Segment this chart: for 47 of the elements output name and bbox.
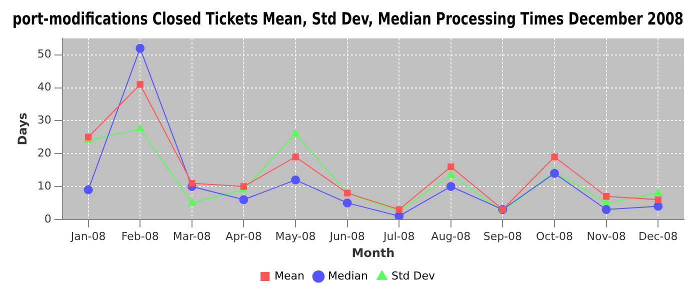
y-tick-label: 10 [37,179,52,192]
x-tick-label: Jun-08 [328,230,365,243]
legend-label: Median [328,269,368,282]
point [84,134,92,140]
x-tick-label: Feb-08 [121,230,159,243]
point [188,198,196,206]
y-axis-title: Days [15,112,30,146]
point [654,188,662,196]
point [136,44,145,53]
point [602,193,610,200]
x-tick-label: Nov-08 [586,230,626,243]
point [239,195,248,204]
chart-title: port-modifications Closed Tickets Mean, Std Dev, Median Processing Times December 2008 [12,8,684,30]
point [551,154,558,160]
x-tick-label: Oct-08 [536,230,573,243]
point [240,183,248,190]
point [446,182,456,191]
y-tick-label: 50 [37,48,52,61]
point [188,180,196,187]
point [654,196,662,203]
point [292,154,299,160]
legend-label: Std Dev [391,269,436,282]
y-tick-label: 0 [44,212,52,226]
point [446,170,455,178]
y-tick-label: 30 [37,114,52,127]
x-tick-label: Dec-08 [638,230,678,243]
x-tick-label: Aug-08 [431,230,471,243]
y-tick-label: 40 [37,80,52,94]
point [84,185,93,194]
x-tick-label: Apr-08 [226,230,262,243]
y-tick-label: 20 [37,146,52,160]
legend-label: Mean [274,269,304,282]
point [602,205,611,214]
point [136,124,144,132]
point [292,129,300,136]
point [550,168,559,178]
x-tick-label: Jan-08 [70,230,106,243]
x-tick-label: Mar-08 [172,230,211,243]
point [394,212,404,220]
x-tick-label: Sep-08 [483,230,522,243]
point [342,198,352,208]
x-tick-label: Jul-08 [382,230,415,243]
point [136,81,144,88]
point [448,163,454,170]
x-tick-label: May-08 [275,230,316,243]
point [291,175,300,184]
x-axis-title: Month [352,246,395,260]
